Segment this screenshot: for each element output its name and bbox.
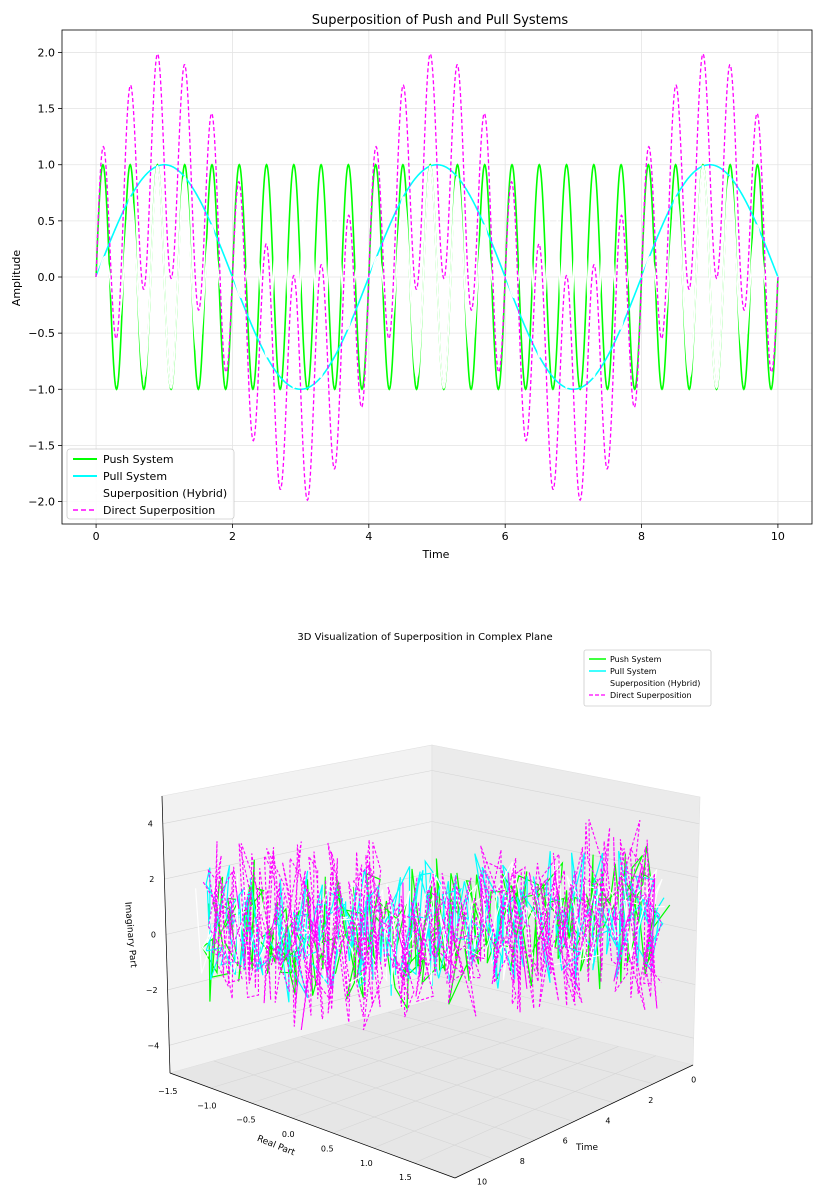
floor-gridline	[388, 1011, 654, 1085]
real-tick-label: 1.0	[360, 1159, 373, 1168]
y-tick-label: 2.0	[38, 46, 56, 59]
chart-3d-title: 3D Visualization of Superposition in Com…	[297, 632, 552, 643]
time-axis-line	[454, 1064, 694, 1179]
real-tick-label: 0.5	[321, 1144, 334, 1153]
wall-gridline	[431, 770, 700, 825]
legend-2d-label-pull: Pull System	[103, 470, 167, 483]
time-tick-label: 10	[477, 1177, 487, 1186]
legend-3d-label-push: Push System	[610, 655, 662, 664]
x-tick-label: 10	[771, 530, 785, 543]
y-tick-label: 0.5	[38, 215, 56, 228]
legend-2d-label-direct: Direct Superposition	[103, 504, 215, 517]
floor-gridline	[257, 1048, 535, 1141]
y-axis-label-2d: Amplitude	[10, 250, 23, 307]
y-ticks-2d: 2.0 1.5 1.0 0.5 0.0 −0.5 −1.0 −1.5 −2.0	[28, 46, 62, 509]
time-axis-label: Time	[575, 1143, 598, 1153]
time-tick-label: 0	[691, 1076, 696, 1085]
legend-3d: Push System Pull System Superposition (H…	[583, 649, 712, 707]
legend-3d-label-hybrid: Superposition (Hybrid)	[610, 679, 700, 688]
imag-axis-line	[161, 795, 171, 1074]
y-tick-label: 1.5	[38, 103, 56, 116]
legend-2d: Push System Pull System Superposition (H…	[66, 448, 235, 520]
x-axis-label-2d: Time	[422, 548, 450, 561]
real-tick-label: −0.5	[236, 1116, 255, 1125]
wall-gridline	[431, 974, 694, 1039]
legend-3d-label-pull: Pull System	[610, 667, 657, 676]
chart-2d: Superposition of Push and Pull Systems 0…	[10, 13, 813, 561]
series-line-direct-superposition	[95, 52, 779, 502]
chart-2d-title: Superposition of Push and Pull Systems	[312, 13, 569, 28]
legend-2d-label-hybrid: Superposition (Hybrid)	[103, 487, 227, 500]
imag-tick-label: −4	[147, 1041, 159, 1050]
wall-gridline	[162, 770, 433, 824]
real-axis-line	[169, 1072, 456, 1179]
y-tick-label: −1.5	[28, 439, 55, 452]
wall-gridline	[431, 821, 698, 878]
ticks-3d: −1.5 −1.0 −0.5 0.0 0.5 1.0 1.5 0 2 4 6 8 10 4 2 0 −2 −4	[146, 820, 696, 1187]
time-tick-label: 6	[563, 1137, 568, 1146]
series-line-superposition-hybrid	[95, 164, 779, 390]
time-tick-label: 2	[648, 1096, 653, 1105]
x-tick-label: 2	[229, 530, 236, 543]
x-tick-label: 6	[502, 530, 509, 543]
real-tick-label: 1.5	[399, 1173, 412, 1182]
x-tick-label: 0	[93, 530, 100, 543]
y-tick-label: −1.0	[28, 383, 55, 396]
imag-tick-label: 0	[151, 931, 156, 940]
imag-tick-label: 2	[149, 875, 154, 884]
imag-axis-label: Imaginary Part	[122, 901, 138, 968]
series-3d-superposition-hybrid	[195, 859, 665, 985]
real-tick-label: −1.5	[158, 1087, 177, 1096]
floor-gridline	[300, 1036, 575, 1122]
wall-gridline	[169, 974, 433, 1046]
series-3d-direct-superposition	[202, 819, 662, 1031]
y-tick-label: −2.0	[28, 496, 55, 509]
legend-2d-label-push: Push System	[103, 453, 174, 466]
floor-gridline	[344, 1024, 614, 1103]
imag-tick-label: 4	[148, 820, 153, 829]
series-3d-pull-system	[205, 850, 665, 1003]
x-ticks-2d: 0 2 4 6 8 10	[93, 524, 785, 543]
time-tick-label: 8	[520, 1157, 525, 1166]
legend-3d-label-direct: Direct Superposition	[610, 691, 692, 700]
series-3d	[195, 819, 671, 1031]
x-tick-label: 4	[365, 530, 372, 543]
floor-gridline	[213, 1060, 495, 1160]
real-tick-label: −1.0	[197, 1101, 216, 1110]
y-tick-label: 0.0	[38, 271, 56, 284]
y-tick-label: 1.0	[38, 159, 56, 172]
y-tick-label: −0.5	[28, 327, 55, 340]
series-2d	[95, 52, 779, 502]
time-tick-label: 4	[605, 1116, 610, 1125]
chart-3d: 3D Visualization of Superposition in Com…	[122, 632, 712, 1187]
imag-tick-label: −2	[146, 986, 158, 995]
x-tick-label: 8	[638, 530, 645, 543]
real-tick-label: 0.0	[282, 1130, 295, 1139]
